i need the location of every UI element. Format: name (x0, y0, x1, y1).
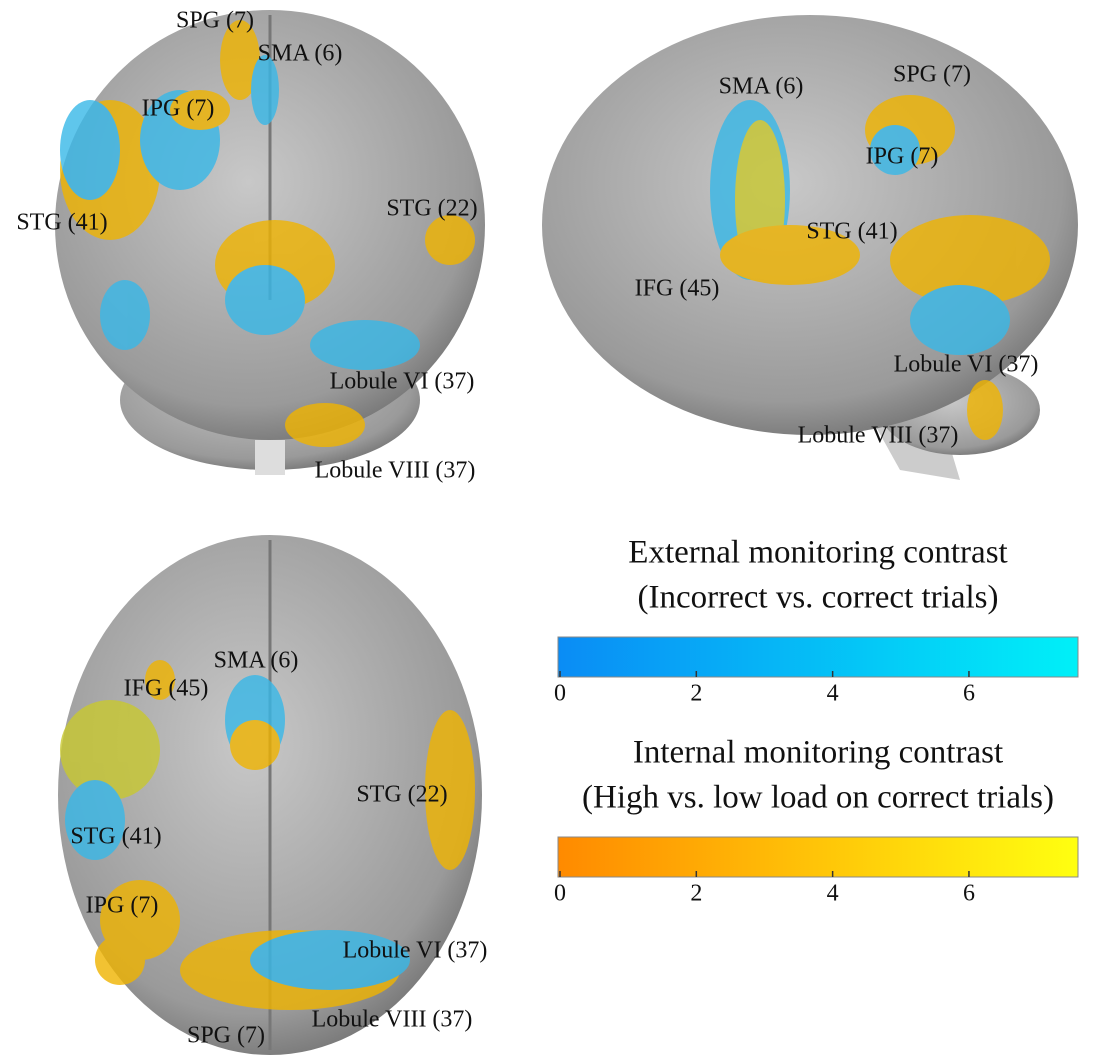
region-label: SMA (6) (258, 41, 343, 67)
region-label: STG (41) (16, 210, 107, 236)
region-label: STG (22) (386, 196, 477, 222)
region-label: STG (41) (70, 824, 161, 850)
region-label: IFG (45) (124, 676, 209, 702)
colorbar-tick-label: 0 (554, 881, 566, 907)
region-label: SPG (7) (187, 1023, 265, 1049)
brain-side-view (542, 15, 1078, 480)
colorbar-tick-label: 0 (554, 681, 566, 707)
colorbar-title: (Incorrect vs. correct trials) (638, 580, 999, 616)
colorbar-tick-label: 2 (690, 681, 702, 707)
region-label: SPG (7) (893, 62, 971, 88)
region-label: IFG (45) (635, 276, 720, 302)
region-label: Lobule VI (37) (894, 352, 1039, 378)
colorbar-title: (High vs. low load on correct trials) (582, 780, 1054, 816)
region-label: Lobule VIII (37) (315, 458, 476, 484)
region-label: Lobule VIII (37) (312, 1007, 473, 1033)
region-label: IPG (7) (86, 893, 159, 919)
colorbar-tick-label: 4 (827, 681, 839, 707)
colorbar-tick-label: 6 (963, 881, 975, 907)
colorbar-tick-label: 2 (690, 881, 702, 907)
region-label: SMA (6) (214, 648, 299, 674)
region-label: STG (41) (806, 219, 897, 245)
brain-top-view (58, 535, 482, 1055)
region-label: SMA (6) (719, 74, 804, 100)
region-label: IPG (7) (866, 144, 939, 170)
region-label: Lobule VI (37) (330, 369, 475, 395)
region-label: Lobule VI (37) (343, 938, 488, 964)
region-label: IPG (7) (142, 96, 215, 122)
colorbar-tick-label: 6 (963, 681, 975, 707)
colorbar (557, 636, 1079, 678)
colorbar-tick-label: 4 (827, 881, 839, 907)
region-label: Lobule VIII (37) (798, 423, 959, 449)
brain-back-view (55, 10, 485, 475)
colorbar-title: Internal monitoring contrast (633, 735, 1003, 771)
region-label: STG (22) (356, 782, 447, 808)
region-label: SPG (7) (176, 8, 254, 34)
colorbar-title: External monitoring contrast (628, 535, 1007, 571)
colorbar (557, 836, 1079, 878)
